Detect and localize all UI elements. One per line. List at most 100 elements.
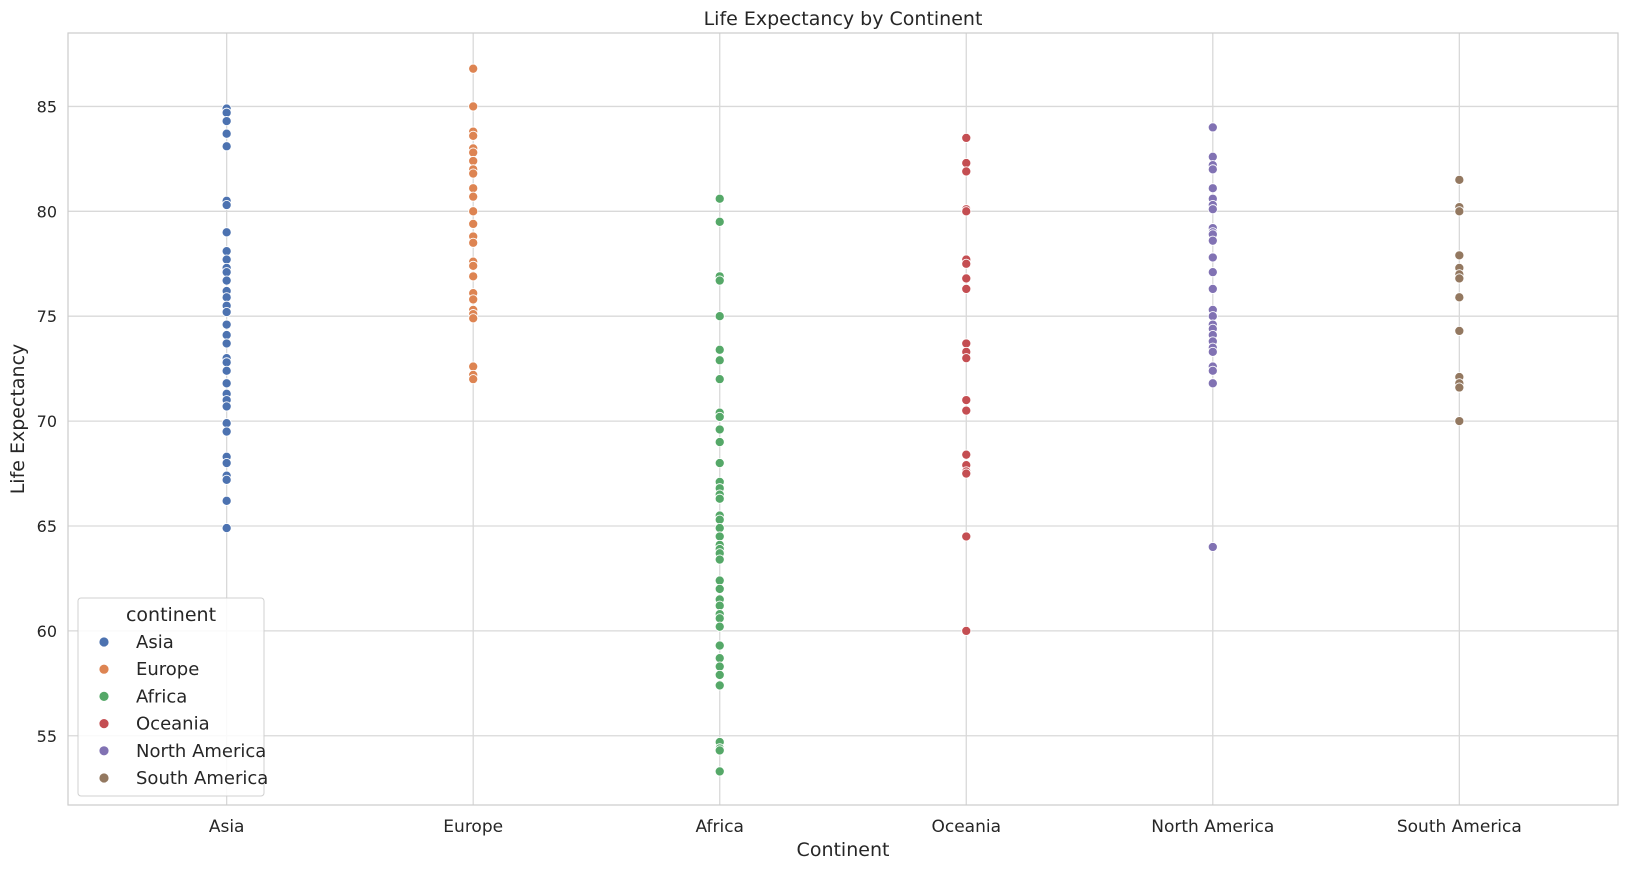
data-point — [714, 523, 725, 534]
legend-marker — [98, 691, 110, 702]
data-point — [468, 206, 479, 217]
data-point — [961, 353, 972, 364]
legend-label: Oceania — [136, 714, 210, 735]
data-point — [221, 401, 232, 412]
data-point — [714, 411, 725, 422]
data-points — [221, 63, 1465, 777]
data-point — [714, 575, 725, 586]
data-point — [1207, 164, 1218, 175]
data-point — [468, 218, 479, 229]
data-point — [221, 357, 232, 368]
data-point — [714, 745, 725, 756]
data-point — [1454, 416, 1465, 427]
data-point — [1454, 325, 1465, 336]
data-point — [221, 227, 232, 238]
data-point — [221, 254, 232, 265]
data-point — [714, 424, 725, 435]
x-tick-label: Europe — [443, 817, 503, 837]
data-point — [714, 374, 725, 385]
data-point — [221, 495, 232, 506]
data-point — [1207, 267, 1218, 278]
data-point — [1454, 206, 1465, 217]
legend-marker — [98, 745, 110, 757]
data-point — [1207, 283, 1218, 294]
legend-title: continent — [126, 604, 216, 626]
data-point — [714, 613, 725, 624]
data-point — [221, 319, 232, 330]
data-point — [714, 680, 725, 691]
data-point — [468, 168, 479, 179]
data-point — [468, 130, 479, 141]
data-point — [714, 355, 725, 366]
data-point — [1207, 346, 1218, 357]
legend: continent Asia Europe Africa Oceania North A… — [77, 597, 268, 797]
data-point — [961, 531, 972, 542]
x-tick-labels: Asia Europe Africa Oceania North America Sout… — [209, 817, 1522, 837]
data-point — [961, 132, 972, 143]
data-point — [1454, 174, 1465, 185]
data-point — [468, 237, 479, 248]
data-point — [714, 766, 725, 777]
data-point — [468, 63, 479, 74]
data-point — [221, 365, 232, 376]
legend-box — [77, 597, 265, 797]
data-point — [961, 158, 972, 169]
legend-marker — [98, 718, 110, 729]
data-point — [221, 275, 232, 286]
x-tick-label: North America — [1151, 817, 1274, 837]
data-point — [1454, 250, 1465, 261]
data-point — [714, 531, 725, 542]
x-tick-label: Asia — [209, 817, 245, 837]
y-axis-label: Life Expectancy — [7, 344, 29, 495]
data-point — [1207, 378, 1218, 389]
legend-label: Asia — [136, 632, 174, 653]
y-tick-label: 75 — [37, 307, 57, 326]
y-tick-label: 55 — [37, 727, 57, 746]
data-point — [1454, 382, 1465, 393]
data-point — [714, 458, 725, 469]
legend-marker — [98, 772, 110, 784]
data-point — [1207, 252, 1218, 263]
plot-frame — [67, 32, 1619, 806]
data-point — [714, 311, 725, 322]
legend-marker — [98, 663, 110, 675]
data-point — [468, 147, 479, 158]
y-tick-label: 80 — [37, 202, 57, 221]
data-point — [468, 271, 479, 282]
data-point — [221, 128, 232, 139]
data-point — [1454, 273, 1465, 284]
data-point — [714, 344, 725, 355]
data-point — [468, 183, 479, 194]
y-tick-label: 85 — [37, 97, 57, 116]
data-point — [961, 206, 972, 217]
data-point — [961, 449, 972, 460]
data-point — [1207, 235, 1218, 246]
data-point — [714, 193, 725, 204]
data-point — [468, 260, 479, 271]
data-point — [221, 378, 232, 389]
y-tick-label: 65 — [37, 517, 57, 536]
data-point — [221, 330, 232, 341]
plot-background — [68, 33, 1618, 805]
data-point — [961, 395, 972, 406]
y-tick-labels: 55 60 65 70 75 80 85 — [37, 97, 57, 745]
legend-label: Africa — [136, 686, 187, 707]
y-tick-label: 60 — [37, 622, 57, 641]
data-point — [1454, 292, 1465, 303]
x-tick-label: South America — [1397, 817, 1522, 837]
data-point — [714, 669, 725, 680]
data-point — [221, 306, 232, 318]
data-point — [714, 275, 725, 286]
data-point — [961, 338, 972, 349]
data-point — [961, 166, 972, 177]
data-point — [714, 653, 725, 664]
data-point — [714, 514, 725, 525]
y-tick-label: 70 — [37, 412, 57, 431]
data-point — [1207, 151, 1218, 162]
data-point — [468, 191, 479, 202]
data-point — [714, 493, 725, 504]
data-point — [221, 426, 232, 437]
data-point — [714, 554, 725, 565]
data-point — [714, 437, 725, 448]
data-point — [1207, 183, 1218, 194]
